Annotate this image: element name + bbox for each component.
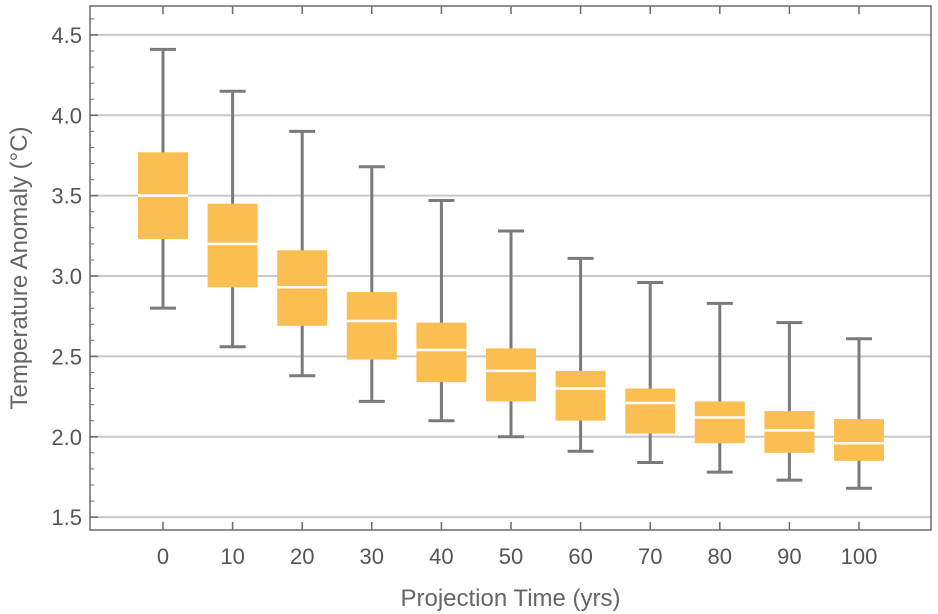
- box-40: [416, 198, 467, 423]
- box-80: [694, 301, 745, 474]
- y-tick-label: 2.5: [51, 344, 82, 369]
- tick-labels: 1.5 2.0 2.5 3.0 3.5 4.0 4.5 0 10 20 30 40 50 60 70 80 90…: [51, 23, 877, 569]
- x-tick-label: 40: [429, 544, 453, 569]
- box-series: [138, 47, 884, 490]
- y-tick-label: 3.0: [51, 264, 82, 289]
- iqr-box: [555, 370, 606, 421]
- box-10: [207, 89, 258, 349]
- box-70: [625, 280, 676, 464]
- x-tick-label: 90: [777, 544, 801, 569]
- y-tick-label: 3.5: [51, 184, 82, 209]
- x-tick-label: 70: [638, 544, 662, 569]
- y-tick-label: 2.0: [51, 425, 82, 450]
- box-60: [555, 256, 606, 453]
- box-90: [764, 321, 815, 482]
- box-50: [486, 229, 536, 439]
- x-tick-label: 20: [290, 544, 314, 569]
- y-axis-title: Temperature Anomaly (°C): [6, 126, 33, 409]
- iqr-box: [834, 419, 884, 461]
- y-tick-label: 4.0: [51, 103, 82, 128]
- x-tick-label: 80: [708, 544, 732, 569]
- y-tick-label: 1.5: [51, 505, 82, 530]
- box-20: [277, 129, 328, 378]
- x-tick-label: 60: [568, 544, 592, 569]
- iqr-box: [625, 388, 676, 434]
- x-tick-label: 30: [360, 544, 384, 569]
- x-tick-label: 50: [499, 544, 523, 569]
- iqr-box: [346, 292, 397, 360]
- iqr-box: [207, 203, 258, 288]
- x-axis-title: Projection Time (yrs): [400, 585, 620, 612]
- x-tick-label: 100: [841, 544, 878, 569]
- iqr-box: [416, 322, 467, 383]
- x-tick-label: 0: [157, 544, 169, 569]
- box-0: [138, 47, 188, 310]
- iqr-box: [486, 348, 536, 402]
- iqr-box: [694, 401, 745, 444]
- x-tick-label: 10: [220, 544, 244, 569]
- plot-frame: [89, 5, 932, 531]
- axis-ticks: [90, 6, 860, 530]
- iqr-box: [764, 411, 815, 453]
- box-30: [346, 165, 397, 403]
- y-tick-label: 4.5: [51, 23, 82, 48]
- box-100: [834, 337, 884, 490]
